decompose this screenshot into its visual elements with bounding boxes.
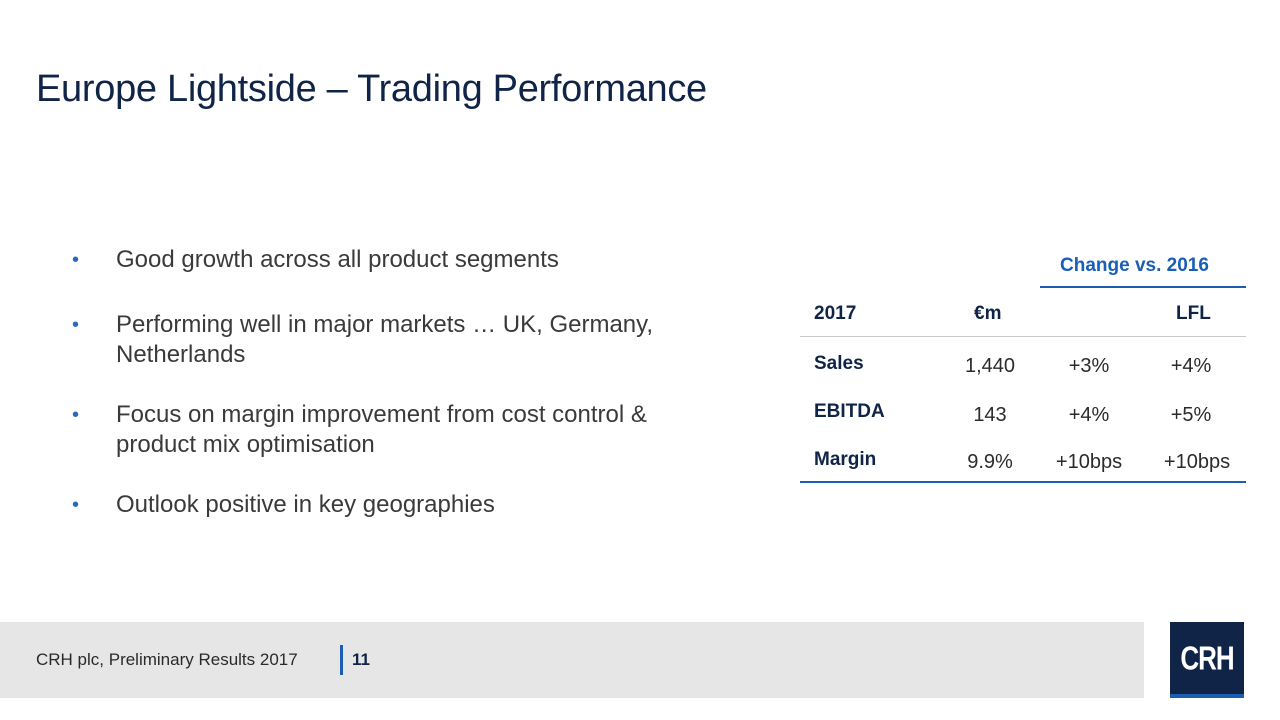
row-value: 143 bbox=[973, 404, 1007, 426]
row-change: +4% bbox=[1068, 404, 1110, 426]
row-label: Sales bbox=[814, 353, 864, 374]
row-label: Margin bbox=[814, 449, 877, 470]
slide-title: Europe Lightside – Trading Performance bbox=[36, 68, 707, 110]
bullet-text: Good growth across all product segments bbox=[116, 246, 559, 273]
row-change: +3% bbox=[1068, 355, 1110, 377]
logo-text: CRH bbox=[1180, 637, 1234, 677]
bullet-text: Focus on margin improvement from cost co… bbox=[116, 401, 647, 458]
row-value: 9.9% bbox=[967, 451, 1013, 473]
header-rule bbox=[800, 336, 1246, 337]
row-lfl: +4% bbox=[1170, 355, 1212, 377]
row-change: +10bps bbox=[1055, 451, 1123, 473]
change-header-rule bbox=[1040, 286, 1246, 288]
results-table: Change vs. 2016 2017 €m LFL Sales 1,440 … bbox=[800, 248, 1246, 488]
bullet-marker: • bbox=[72, 404, 80, 426]
row-value: 1,440 bbox=[964, 355, 1016, 377]
column-header-currency: €m bbox=[974, 303, 1002, 324]
column-header-lfl: LFL bbox=[1176, 303, 1211, 324]
bullet-marker: • bbox=[72, 249, 80, 271]
page-number: 11 bbox=[352, 650, 370, 669]
row-label: EBITDA bbox=[814, 401, 885, 422]
crh-logo: CRH bbox=[1170, 622, 1244, 698]
footer-source: CRH plc, Preliminary Results 2017 bbox=[36, 650, 298, 669]
bullet-text: Outlook positive in key geographies bbox=[116, 491, 495, 518]
bullet-marker: • bbox=[72, 494, 80, 516]
row-lfl: +10bps bbox=[1163, 451, 1231, 473]
row-lfl: +5% bbox=[1170, 404, 1212, 426]
table-bottom-rule bbox=[800, 481, 1246, 483]
change-vs-header: Change vs. 2016 bbox=[1060, 255, 1209, 276]
footer-separator bbox=[340, 645, 343, 675]
bullet-marker: • bbox=[72, 314, 80, 336]
column-header-year: 2017 bbox=[814, 303, 857, 324]
footer-bar bbox=[0, 622, 1144, 698]
bullet-text: Performing well in major markets … UK, G… bbox=[116, 311, 654, 368]
